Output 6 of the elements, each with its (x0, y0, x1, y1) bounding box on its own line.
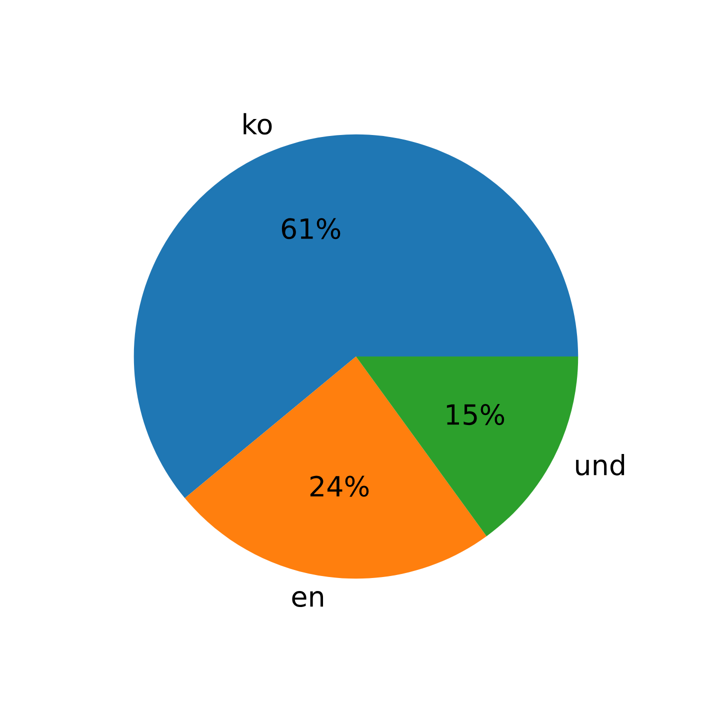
data-label: 15% (446, 404, 504, 426)
slice-label: en (292, 591, 324, 607)
data-label: 61% (282, 218, 340, 240)
slice-label: ko (244, 113, 272, 135)
data-label: 24% (310, 476, 369, 497)
slice-label: und (576, 454, 624, 476)
